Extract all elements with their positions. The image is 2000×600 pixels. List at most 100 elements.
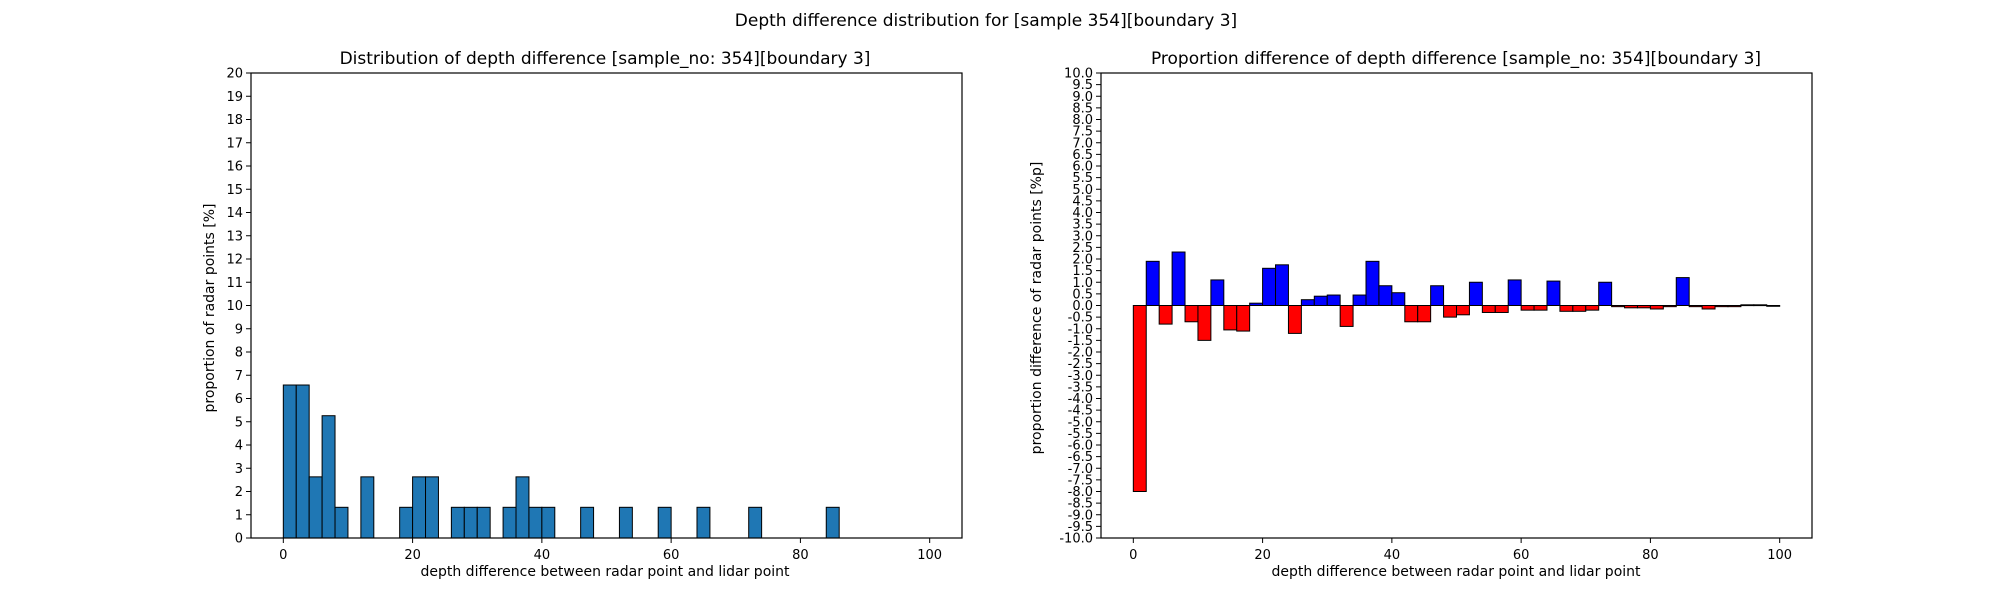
- proportion-difference-bar: [1546, 280, 1561, 306]
- proportion-difference-bar: [1223, 305, 1238, 331]
- histogram-chart: Distribution of depth difference [sample…: [202, 49, 963, 580]
- proportion-difference-y-tick-label: -4.0: [1068, 392, 1093, 407]
- proportion-difference-y-tick-label: -8.0: [1068, 485, 1093, 500]
- proportion-difference-bar: [1145, 260, 1160, 307]
- histogram-bar: [657, 506, 672, 539]
- proportion-difference-x-tick-label: 40: [1384, 548, 1401, 563]
- proportion-difference-y-tick-label: -9.0: [1068, 508, 1093, 523]
- proportion-difference-bar: [1132, 305, 1147, 492]
- histogram-bar: [476, 506, 491, 539]
- proportion-difference-bar: [1404, 305, 1419, 323]
- proportion-difference-bar: [1417, 305, 1432, 323]
- proportion-difference-y-tick-label: -1.0: [1068, 322, 1093, 337]
- proportion-difference-bar: [1481, 305, 1496, 313]
- histogram-bar: [282, 384, 297, 539]
- histogram-y-tick-label: 1: [235, 508, 243, 523]
- proportion-difference-y-tick-label: 1.5: [1072, 264, 1093, 279]
- proportion-difference-x-tick-label: 20: [1254, 548, 1271, 563]
- proportion-difference-bar: [1430, 285, 1445, 306]
- proportion-difference-y-tick-label: 6.5: [1072, 148, 1093, 163]
- proportion-difference-bars: [1132, 251, 1781, 492]
- proportion-difference-y-tick-label: 0.0: [1072, 299, 1093, 314]
- proportion-difference-y-tick-label: 10.0: [1064, 67, 1093, 82]
- histogram-y-tick-label: 9: [235, 322, 243, 337]
- proportion-difference-y-tick-label: -0.5: [1068, 311, 1093, 326]
- proportion-difference-y-tick-label: -5.0: [1068, 415, 1093, 430]
- histogram-y-tick-label: 15: [226, 183, 243, 198]
- histogram-bars: [282, 384, 840, 539]
- proportion-difference-title: Proportion difference of depth differenc…: [1151, 49, 1761, 69]
- histogram-y-tick-label: 19: [226, 90, 243, 105]
- proportion-difference-y-ticks: -10.0-9.5-9.0-8.5-8.0-7.5-7.0-6.5-6.0-5.…: [1059, 67, 1101, 547]
- proportion-difference-bar: [1313, 295, 1328, 307]
- proportion-difference-y-tick-label: -5.5: [1068, 427, 1093, 442]
- proportion-difference-bar: [1443, 305, 1458, 318]
- proportion-difference-y-tick-label: 2.5: [1072, 241, 1093, 256]
- histogram-bar: [748, 506, 763, 539]
- proportion-difference-y-tick-label: 3.5: [1072, 218, 1093, 233]
- histogram-y-tick-label: 14: [226, 206, 243, 221]
- histogram-bar: [360, 476, 375, 539]
- proportion-difference-bar: [1598, 281, 1613, 306]
- proportion-difference-y-tick-label: 2.0: [1072, 253, 1093, 268]
- proportion-difference-bar: [1184, 305, 1199, 323]
- proportion-difference-bar: [1559, 305, 1574, 312]
- proportion-difference-x-tick-label: 80: [1642, 548, 1659, 563]
- proportion-difference-y-tick-label: 8.5: [1072, 101, 1093, 116]
- proportion-difference-y-tick-label: -10.0: [1059, 532, 1093, 547]
- proportion-difference-y-tick-label: 0.5: [1072, 287, 1093, 302]
- proportion-difference-x-tick-label: 60: [1513, 548, 1530, 563]
- histogram-y-tick-label: 7: [235, 369, 243, 384]
- proportion-difference-y-label: proportion difference of radar points [%…: [1029, 162, 1045, 455]
- proportion-difference-y-tick-label: 6.0: [1072, 160, 1093, 175]
- histogram-bar: [580, 506, 595, 539]
- histogram-y-tick-label: 11: [226, 276, 243, 291]
- proportion-difference-bar: [1611, 305, 1626, 308]
- proportion-difference-x-label: depth difference between radar point and…: [1271, 564, 1641, 580]
- histogram-y-tick-label: 8: [235, 346, 243, 361]
- histogram-x-tick-label: 60: [663, 548, 680, 563]
- proportion-difference-bar: [1662, 305, 1677, 308]
- histogram-y-tick-label: 17: [226, 136, 243, 151]
- histogram-plot-frame: [250, 72, 963, 539]
- proportion-difference-bar: [1520, 305, 1535, 311]
- proportion-difference-bar: [1378, 285, 1393, 306]
- proportion-difference-bar: [1649, 305, 1664, 310]
- proportion-difference-bar: [1339, 305, 1354, 327]
- histogram-bar: [515, 476, 530, 539]
- histogram-y-tick-label: 6: [235, 392, 243, 407]
- proportion-difference-y-tick-label: 9.5: [1072, 78, 1093, 93]
- proportion-difference-bar: [1171, 251, 1186, 306]
- histogram-bar: [541, 506, 556, 539]
- proportion-difference-bar: [1236, 305, 1251, 332]
- proportion-difference-y-tick-label: 7.5: [1072, 125, 1093, 140]
- proportion-difference-y-tick-label: 4.5: [1072, 194, 1093, 209]
- proportion-difference-y-tick-label: -1.5: [1068, 334, 1093, 349]
- proportion-difference-bar: [1300, 299, 1315, 306]
- histogram-bar: [425, 476, 439, 539]
- proportion-difference-bar: [1468, 281, 1483, 306]
- histogram-y-tick-label: 2: [235, 485, 243, 500]
- proportion-difference-x-tick-label: 0: [1129, 548, 1137, 563]
- proportion-difference-bar: [1688, 305, 1703, 308]
- proportion-difference-x-ticks: 0 20 40 60 80 100: [1129, 538, 1792, 563]
- histogram-bar: [308, 476, 323, 539]
- histogram-y-tick-label: 16: [226, 160, 243, 175]
- histogram-y-tick-label: 4: [235, 439, 243, 454]
- proportion-difference-bar: [1494, 305, 1509, 313]
- histogram-y-tick-label: 12: [226, 253, 243, 268]
- proportion-difference-bar: [1740, 304, 1755, 307]
- proportion-difference-bar: [1391, 292, 1406, 306]
- proportion-difference-bar: [1249, 302, 1264, 306]
- proportion-difference-bar: [1352, 294, 1367, 307]
- proportion-difference-y-tick-label: 8.0: [1072, 113, 1093, 128]
- histogram-y-tick-label: 0: [235, 532, 243, 547]
- histogram-x-tick-label: 100: [917, 548, 942, 563]
- histogram-y-tick-label: 20: [226, 67, 243, 82]
- proportion-difference-bar: [1507, 279, 1522, 306]
- proportion-difference-bar: [1210, 279, 1225, 306]
- histogram-bar: [502, 506, 517, 539]
- histogram-bar: [321, 415, 336, 539]
